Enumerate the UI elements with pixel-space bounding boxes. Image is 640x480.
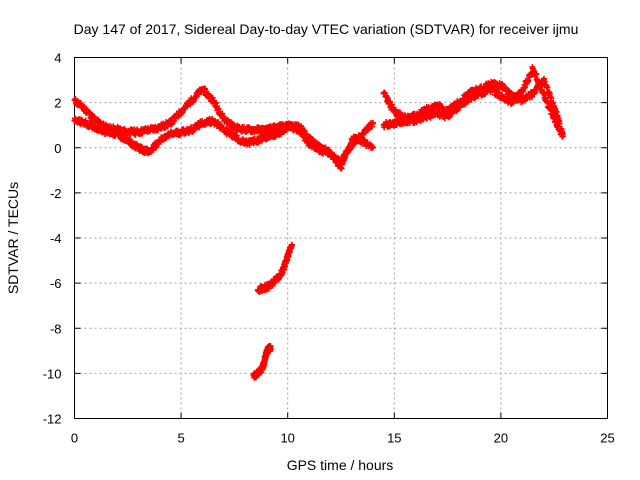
- x-axis-label: GPS time / hours: [287, 457, 394, 473]
- data-point: [369, 119, 376, 126]
- data-points: [71, 64, 566, 381]
- data-point: [551, 113, 558, 120]
- y-tick-label: -8: [50, 321, 62, 336]
- data-point: [545, 100, 552, 107]
- y-tick-label: -6: [50, 276, 62, 291]
- series-track-e: [254, 241, 295, 295]
- x-tick-labels: 0 5 10 15 20 25: [71, 431, 615, 446]
- x-tick-label: 20: [494, 431, 508, 446]
- data-point: [369, 144, 376, 151]
- data-point: [446, 114, 453, 121]
- x-tick-label: 25: [600, 431, 614, 446]
- data-point: [522, 84, 529, 91]
- chart-title: Day 147 of 2017, Sidereal Day-to-day VTE…: [74, 21, 579, 37]
- data-point: [553, 116, 560, 123]
- data-point: [386, 98, 393, 105]
- y-tick-label: 2: [54, 96, 61, 111]
- grid-lines: [74, 57, 608, 419]
- series-track-f: [250, 342, 274, 381]
- series-track-b: [71, 115, 376, 172]
- series-track-d: [380, 64, 566, 140]
- data-point: [533, 70, 540, 77]
- data-point: [548, 95, 555, 102]
- data-point: [288, 241, 295, 248]
- y-axis-label: SDTVAR / TECUs: [5, 182, 21, 294]
- y-tick-label: -4: [50, 231, 62, 246]
- x-tick-label: 0: [71, 431, 78, 446]
- x-tick-label: 10: [280, 431, 294, 446]
- y-tick-label: -12: [43, 412, 62, 427]
- tick-marks: [74, 57, 608, 419]
- y-tick-label: 0: [54, 141, 61, 156]
- data-point: [541, 89, 548, 96]
- data-point: [559, 133, 566, 140]
- y-tick-label: 4: [54, 51, 61, 66]
- y-tick-label: -10: [43, 366, 62, 381]
- y-tick-labels: -12 -10 -8 -6 -4 -2 0 2 4: [43, 51, 62, 427]
- data-point: [267, 345, 274, 352]
- y-tick-label: -2: [50, 186, 62, 201]
- x-tick-label: 5: [177, 431, 184, 446]
- x-tick-label: 15: [387, 431, 401, 446]
